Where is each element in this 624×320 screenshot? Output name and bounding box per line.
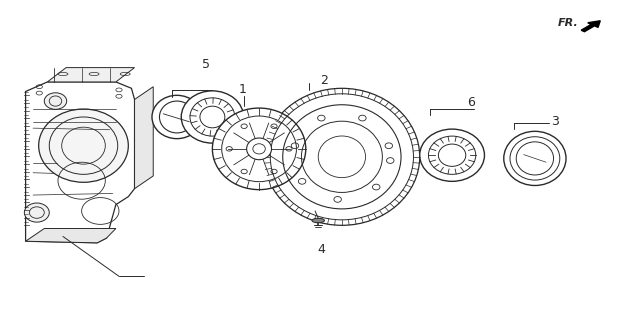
Ellipse shape [44,93,67,109]
Ellipse shape [152,95,202,139]
Ellipse shape [39,109,129,182]
Ellipse shape [246,138,271,160]
Polygon shape [26,82,135,243]
FancyArrow shape [581,21,600,32]
Text: FR.: FR. [558,18,578,28]
Polygon shape [135,87,154,189]
Text: 2: 2 [321,74,328,87]
Ellipse shape [264,88,420,225]
Polygon shape [47,68,135,82]
Ellipse shape [420,129,484,181]
Text: 1: 1 [238,84,246,96]
Text: 5: 5 [202,58,210,71]
Text: 4: 4 [318,243,325,256]
Ellipse shape [181,91,243,143]
Ellipse shape [24,203,49,222]
Text: 6: 6 [467,96,475,109]
Ellipse shape [312,218,324,223]
Text: 3: 3 [551,115,558,128]
Polygon shape [26,228,116,243]
Ellipse shape [212,108,306,190]
Ellipse shape [504,131,566,186]
